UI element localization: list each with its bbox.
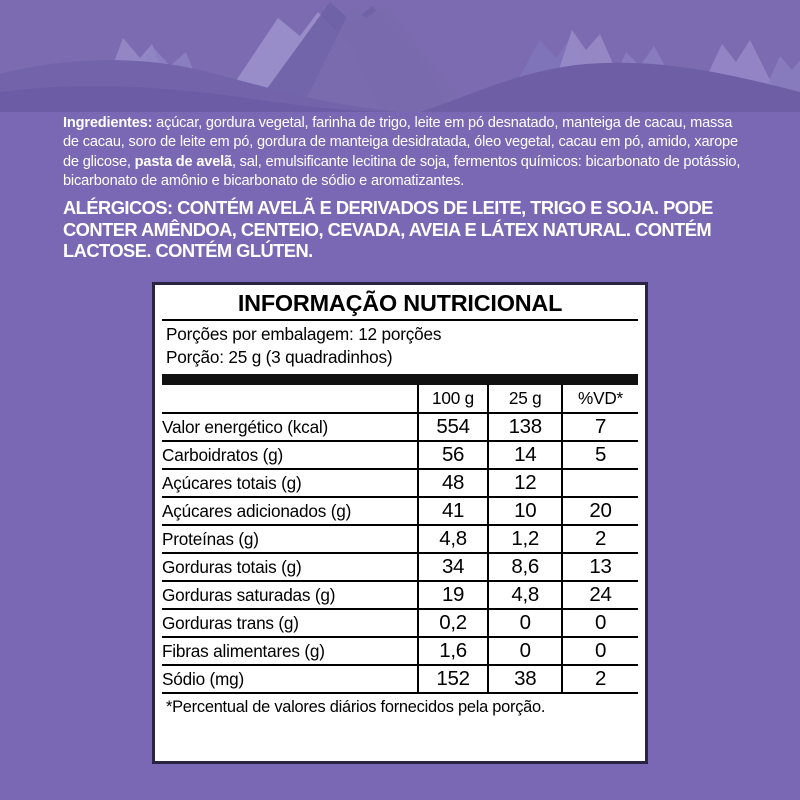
nutrition-row: Gorduras totais (g) 34 8,6 13 [162,553,638,582]
ingredients-highlight-hazelnut-paste: pasta de avelã [134,153,232,170]
column-header-nutrient [162,385,418,414]
nutrient-name: Açúcares adicionados (g) [162,497,418,526]
column-header-dv: %VD* [561,385,638,414]
serving-info-block: Porções por embalagem: 12 porções Porção… [162,321,638,371]
nutrient-value-serving: 0 [487,637,563,666]
nutrition-table: 100 g 25 g %VD* Valor energético (kcal) 5… [162,385,638,694]
nutrient-value-serving: 12 [487,469,563,498]
allergens-statement: ALÉRGICOS: CONTÉM AVELÃ E DERIVADOS DE L… [63,197,713,262]
nutrition-row: Fibras alimentares (g) 1,6 0 0 [162,637,638,666]
nutrient-name: Sódio (mg) [162,665,418,694]
nutrient-value-dv: 0 [561,637,638,666]
nutrient-name: Carboidratos (g) [162,441,418,470]
nutrient-value-100g: 34 [416,553,489,582]
ingredients-paragraph: Ingredientes: açúcar, gordura vegetal, f… [63,114,743,191]
nutrient-value-dv [561,469,638,498]
nutrient-value-serving: 4,8 [487,581,563,610]
nutrient-value-serving: 8,6 [487,553,563,582]
ingredients-text-part-1: açúcar, gordura vegetal, farinha de trig… [63,115,738,170]
nutrient-value-100g: 1,6 [416,637,489,666]
column-header-100g: 100 g [416,385,489,414]
nutrient-name: Fibras alimentares (g) [162,637,418,666]
nutrient-value-100g: 19 [416,581,489,610]
nutrient-value-dv: 0 [561,609,638,638]
nutrition-row: Sódio (mg) 152 38 2 [162,665,638,694]
nutrition-row: Gorduras trans (g) 0,2 0 0 [162,609,638,638]
mountain-range-icon [0,0,800,112]
ingredients-text-part-2: , sal, emulsificante lecitina de soja, f… [63,153,741,189]
nutrient-value-100g: 48 [416,469,489,498]
mountain-graphic-band [0,0,800,112]
nutrient-value-serving: 138 [487,413,563,442]
nutrient-name: Gorduras trans (g) [162,609,418,638]
nutrition-panel-title: INFORMAÇÃO NUTRICIONAL [237,290,563,316]
nutrient-value-dv: 5 [561,441,638,470]
nutrient-value-dv: 2 [561,525,638,554]
nutrient-value-dv: 2 [561,665,638,694]
nutrient-value-100g: 41 [416,497,489,526]
nutrition-row: Açúcares totais (g) 48 12 [162,469,638,498]
nutrient-value-serving: 1,2 [487,525,563,554]
nutrition-row: Carboidratos (g) 56 14 5 [162,441,638,470]
nutrient-value-serving: 0 [487,609,563,638]
nutrition-row: Açúcares adicionados (g) 41 10 20 [162,497,638,526]
title-divider [162,319,638,321]
nutrient-name: Proteínas (g) [162,525,418,554]
nutrient-value-100g: 0,2 [416,609,489,638]
nutrient-value-100g: 152 [416,665,489,694]
nutrient-value-serving: 14 [487,441,563,470]
nutrient-value-100g: 4,8 [416,525,489,554]
servings-per-package: Porções por embalagem: 12 porções [166,324,442,344]
nutrient-value-dv: 20 [561,497,638,526]
nutrition-table-head: 100 g 25 g %VD* [162,385,638,414]
serving-size: Porção: 25 g (3 quadradinhos) [166,346,393,367]
nutrient-name: Gorduras saturadas (g) [162,581,418,610]
nutrient-value-serving: 10 [487,497,563,526]
nutrient-value-dv: 24 [561,581,638,610]
nutrition-table-body: Valor energético (kcal) 554 138 7 Carboidrat… [162,413,638,694]
column-header-serving: 25 g [487,385,563,414]
nutrient-name: Gorduras totais (g) [162,553,418,582]
nutrient-name: Açúcares totais (g) [162,469,418,498]
ingredients-label: Ingredientes: [63,115,153,131]
table-header-row: 100 g 25 g %VD* [162,385,638,414]
nutrient-name: Valor energético (kcal) [162,413,418,442]
nutrient-value-dv: 7 [561,413,638,442]
header-thick-bar [162,374,638,385]
nutrient-value-100g: 554 [416,413,489,442]
nutrition-row: Gorduras saturadas (g) 19 4,8 24 [162,581,638,610]
nutrient-value-dv: 13 [561,553,638,582]
nutrient-value-serving: 38 [487,665,563,694]
dv-footnote: *Percentual de valores diários fornecido… [166,698,546,716]
ingredients-block: Ingredientes: açúcar, gordura vegetal, f… [63,114,743,262]
nutrition-row: Proteínas (g) 4,8 1,2 2 [162,525,638,554]
nutrition-facts-panel: INFORMAÇÃO NUTRICIONAL Porções por embal… [152,282,648,764]
nutrient-value-100g: 56 [416,441,489,470]
nutrition-row: Valor energético (kcal) 554 138 7 [162,413,638,442]
